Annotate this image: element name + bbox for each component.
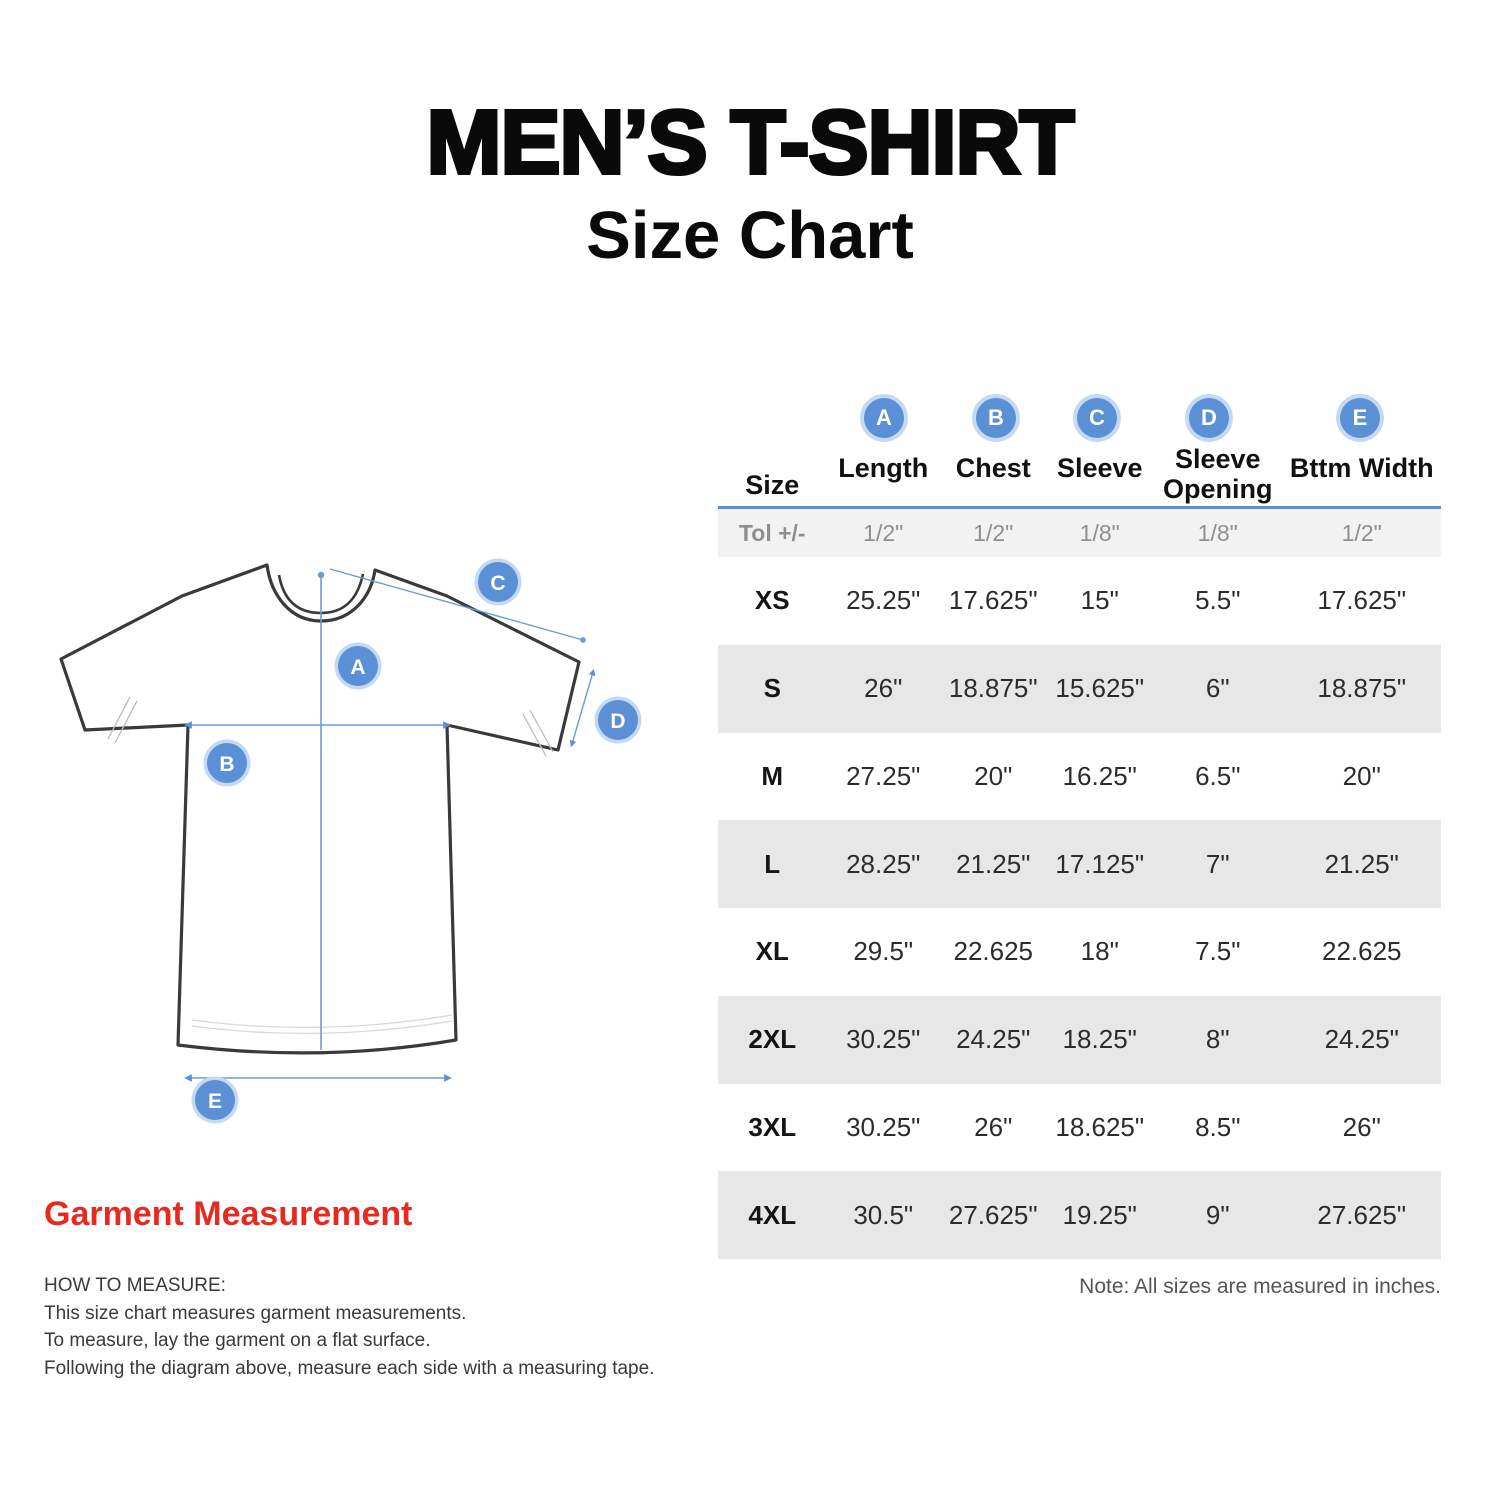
svg-text:B: B: [219, 753, 234, 776]
svg-text:D: D: [610, 710, 625, 733]
svg-text:C: C: [490, 572, 505, 595]
svg-text:E: E: [208, 1090, 222, 1113]
svg-text:A: A: [350, 656, 365, 679]
